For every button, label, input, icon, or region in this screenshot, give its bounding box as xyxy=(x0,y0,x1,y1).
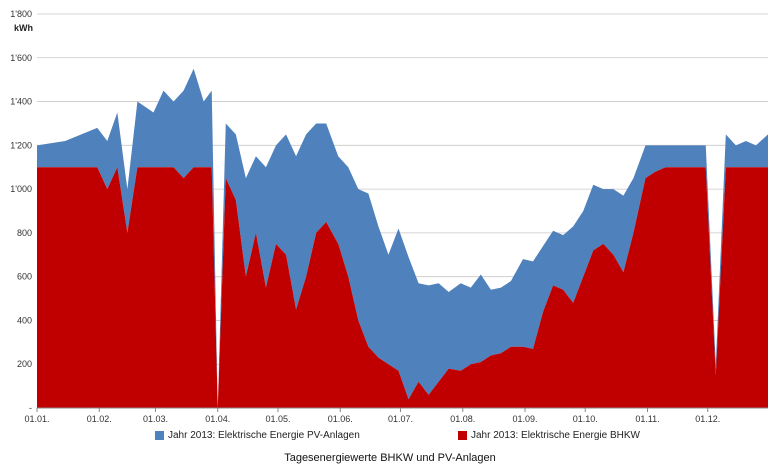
legend: Jahr 2013: Elektrische Energie PV-Anlage… xyxy=(0,430,780,446)
y-tick-label: 800 xyxy=(17,228,32,238)
x-tick-label: 01.01. xyxy=(24,414,49,424)
y-tick-label: 1'800 xyxy=(10,9,32,19)
y-tick-label: 400 xyxy=(17,315,32,325)
x-tick-label: 01.04. xyxy=(205,414,230,424)
x-tick-label: 01.09. xyxy=(512,414,537,424)
area-series-bhkw xyxy=(37,167,768,408)
x-tick-label: 01.03. xyxy=(143,414,168,424)
legend-item-bhkw: Jahr 2013: Elektrische Energie BHKW xyxy=(458,430,640,441)
legend-label-pv: Jahr 2013: Elektrische Energie PV-Anlage… xyxy=(168,430,360,441)
x-tick-label: 01.08. xyxy=(450,414,475,424)
legend-item-pv: Jahr 2013: Elektrische Energie PV-Anlage… xyxy=(155,430,360,441)
y-tick-label: 1'600 xyxy=(10,53,32,63)
plot-areas xyxy=(37,68,768,408)
y-axis-unit-label: kWh xyxy=(14,23,33,33)
x-tick-label: 01.05. xyxy=(265,414,290,424)
chart-caption: Tagesenergiewerte BHKW und PV-Anlagen xyxy=(284,452,496,464)
y-axis: - 200 400 600 800 1'000 1'200 1'400 1'600 1'800 xyxy=(10,9,32,413)
y-tick-label: 1'200 xyxy=(10,140,32,150)
x-tick-label: 01.10. xyxy=(573,414,598,424)
x-tick-label: 01.11. xyxy=(635,414,659,424)
y-tick-label: 1'000 xyxy=(10,184,32,194)
y-tick-label: - xyxy=(29,403,32,413)
x-tick-label: 01.02. xyxy=(87,414,112,424)
legend-label-bhkw: Jahr 2013: Elektrische Energie BHKW xyxy=(471,430,640,441)
x-tick-label: 01.07. xyxy=(388,414,413,424)
x-tick-label: 01.12. xyxy=(695,414,720,424)
y-tick-label: 1'400 xyxy=(10,97,32,107)
y-tick-label: 200 xyxy=(17,359,32,369)
x-axis: 01.01. 01.02. 01.03. 01.04. 01.05. 01.06. 01.0… xyxy=(24,407,768,424)
area-series-pv xyxy=(37,68,768,408)
legend-swatch-pv xyxy=(155,431,164,440)
legend-swatch-bhkw xyxy=(458,431,467,440)
chart-canvas: - 200 400 600 800 1'000 1'200 1'400 1'600 1'800 0… xyxy=(10,9,768,424)
x-tick-label: 01.06. xyxy=(328,414,353,424)
y-tick-label: 600 xyxy=(17,272,32,282)
